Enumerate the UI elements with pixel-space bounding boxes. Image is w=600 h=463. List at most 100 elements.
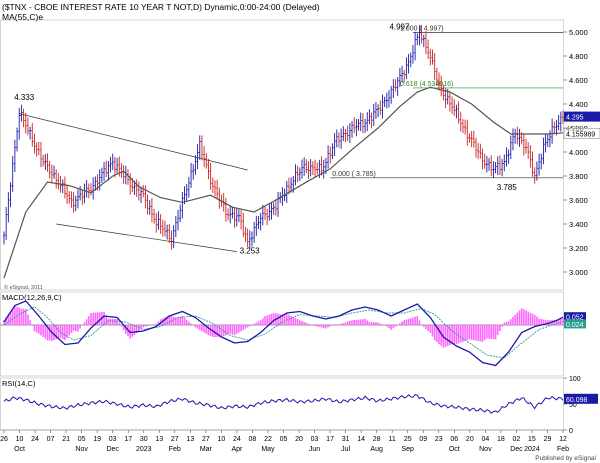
pivot-label-high: 4.333	[14, 93, 35, 102]
x-tick-label: 22	[264, 436, 272, 443]
x-tick-label: 05	[78, 436, 86, 443]
macd-signal-line	[3, 306, 564, 359]
x-tick-label: 30	[140, 436, 148, 443]
price-y-tick-label: 4.400	[569, 100, 588, 109]
x-tick-label: 24	[233, 436, 241, 443]
x-month-label: Oct	[14, 446, 25, 453]
price-y-tick-label: 3.600	[569, 196, 588, 205]
x-tick-label: 02	[513, 436, 521, 443]
channel-upper-line	[19, 113, 248, 171]
x-tick-label: 10	[16, 436, 24, 443]
rsi-y-tick-label: 0	[569, 428, 573, 435]
x-tick-label: 17	[326, 436, 334, 443]
price-panel-frame	[0, 19, 564, 291]
rsi-y-tick-label: 100	[569, 376, 581, 383]
rsi-title: RSI(14,C)	[2, 379, 36, 388]
channel-lower-line	[56, 223, 237, 252]
price-y-tick-label: 3.200	[569, 244, 588, 253]
price-tag: 4.295	[566, 115, 584, 122]
price-tag: 4.155989	[566, 131, 595, 138]
macd-line	[3, 300, 564, 367]
x-tick-label: 06	[450, 436, 458, 443]
x-month-label: Jul	[341, 446, 350, 453]
x-tick-label: 10	[217, 436, 225, 443]
price-tag-faded: 4.200	[566, 126, 584, 133]
x-tick-label: 11	[389, 436, 396, 443]
x-month-label: Mar	[200, 446, 213, 453]
price-y-tick-label: 3.400	[569, 220, 588, 229]
x-tick-label: 23	[435, 436, 443, 443]
x-tick-label: 09	[419, 436, 427, 443]
x-month-label: Feb	[557, 446, 569, 453]
price-tag-box	[564, 111, 600, 122]
x-month-label: Jun	[309, 446, 320, 453]
x-month-label: Sep	[401, 446, 414, 453]
x-month-label: Dec	[510, 446, 523, 453]
x-month-label: May	[261, 446, 275, 453]
x-tick-label: 15	[528, 436, 536, 443]
fib-label: 0.000 ( 3.785)	[332, 171, 376, 178]
price-y-tick-label: 3.800	[569, 172, 588, 181]
x-tick-label: 20	[466, 436, 474, 443]
price-y-tick-label: 4.000	[569, 148, 588, 157]
x-tick-label: 18	[497, 436, 505, 443]
x-month-label: Feb	[169, 446, 181, 453]
x-tick-label: 24	[31, 436, 39, 443]
x-tick-label: 13	[155, 436, 163, 443]
macd-tag-box	[564, 312, 586, 322]
x-tick-label: 29	[544, 436, 552, 443]
x-tick-label: 04	[481, 436, 489, 443]
x-tick-label: 27	[171, 436, 179, 443]
pivot-label-peak: 4.997	[389, 22, 410, 31]
macd-title: MACD(12,26,9,C)	[2, 293, 62, 302]
x-tick-label: 19	[93, 436, 101, 443]
publisher-note: Published by eSignal	[535, 455, 596, 462]
x-tick-label: 21	[62, 436, 70, 443]
x-tick-label: 28	[373, 436, 381, 443]
price-tag-box	[563, 127, 600, 139]
rsi-y-tick-label: 50	[569, 402, 577, 409]
copyright-note: © eSignal, 2011	[4, 285, 43, 291]
x-tick-label: 31	[342, 436, 350, 443]
pivot-label-trough: 3.785	[497, 183, 518, 192]
x-tick-label: 05	[280, 436, 288, 443]
x-month-label: Aug	[370, 446, 383, 453]
x-tick-label: 07	[47, 436, 55, 443]
pivot-label-low: 3.253	[240, 247, 261, 256]
chart-title: ($TNX - CBOE INTEREST RATE 10 YEAR T NOT…	[2, 2, 320, 12]
x-tick-label: 17	[124, 436, 132, 443]
x-month-label: Nov	[75, 446, 88, 453]
price-y-tick-label: 4.800	[569, 52, 588, 61]
x-month-label: Nov	[479, 446, 492, 453]
x-tick-label: 08	[249, 436, 257, 443]
x-tick-label: 27	[202, 436, 210, 443]
ma55-line	[3, 86, 564, 279]
x-tick-label: 13	[186, 436, 194, 443]
rsi-tag-box	[564, 393, 598, 404]
signal-tag-box	[564, 319, 586, 329]
x-month-label: Dec	[106, 446, 119, 453]
ma-label: MA(55,C)e	[2, 12, 44, 22]
rsi-panel-frame	[0, 377, 564, 431]
rsi-tag: 60.098	[566, 397, 588, 404]
macd-tag: 0.052	[566, 315, 584, 322]
x-tick-label: 26	[0, 436, 8, 443]
x-tick-label: 14	[357, 436, 365, 443]
x-tick-label: 20	[295, 436, 303, 443]
x-tick-label: 03	[311, 436, 319, 443]
price-y-tick-label: 5.000	[569, 28, 588, 37]
x-tick-label: 03	[109, 436, 117, 443]
price-y-tick-label: 4.600	[569, 76, 588, 85]
x-month-label: 2024	[524, 446, 540, 453]
price-bars	[2, 25, 565, 250]
x-month-label: 2023	[136, 446, 152, 453]
price-y-tick-label: 3.000	[569, 268, 588, 277]
macd-panel-frame	[0, 291, 564, 377]
x-tick-label: 25	[404, 436, 412, 443]
signal-tag: 0.024	[566, 322, 584, 329]
x-month-label: Oct	[449, 446, 460, 453]
fib-label: 0.618 (4.534016)	[400, 81, 453, 88]
x-tick-label: 12	[559, 436, 567, 443]
rsi-line	[3, 394, 564, 414]
